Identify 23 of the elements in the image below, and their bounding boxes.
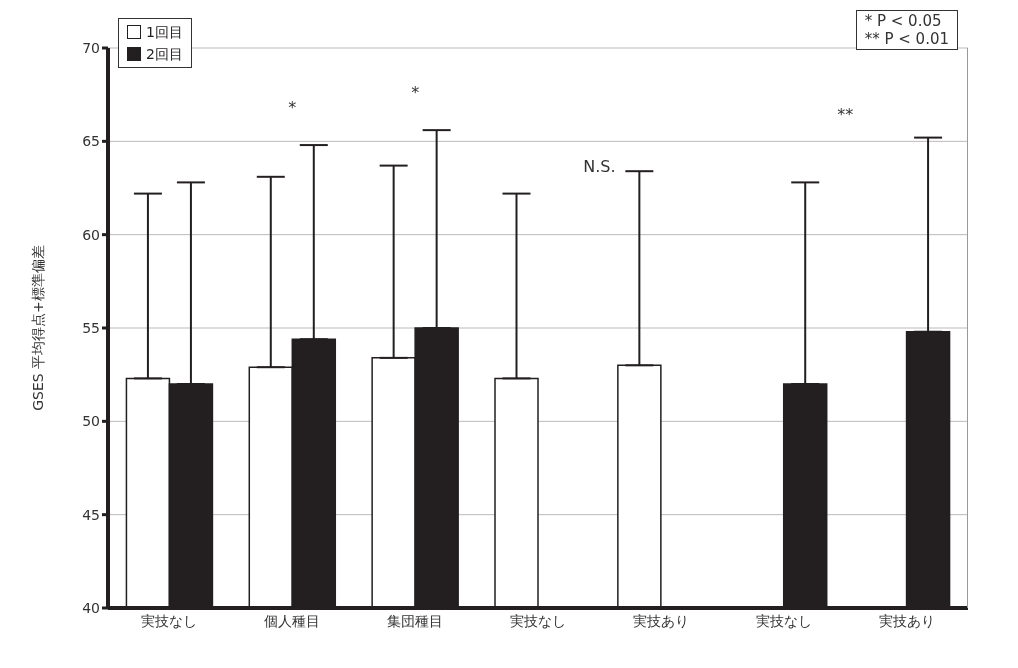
y-tick-label: 50 — [82, 413, 100, 430]
text: * P < 0.05 — [864, 12, 943, 30]
y-tick-label: 65 — [82, 133, 100, 150]
y-tick-label: 55 — [82, 319, 100, 336]
annotation: ** — [836, 105, 855, 126]
annotation: * — [410, 82, 421, 103]
x-tick-label: 実技あり — [632, 612, 689, 629]
x-tick-label: 実技なし — [755, 612, 812, 629]
legend-label: 2回目 — [146, 45, 183, 64]
y-tick-label: 45 — [82, 506, 100, 523]
y-axis-title: GSES 平均得点+標準偏差 — [29, 245, 46, 411]
annotation: ** P < 0.01 — [864, 30, 949, 48]
annotation: * — [287, 97, 298, 118]
x-tick-label: 実技あり — [878, 612, 935, 629]
y-tick-label: 60 — [82, 226, 100, 243]
y-tick-label: 40 — [82, 599, 100, 616]
x-tick-label: 集団種目 — [387, 612, 444, 629]
x-tick-label: 個人種目 — [264, 612, 321, 629]
legend-label: 1回目 — [146, 23, 183, 42]
x-tick-label: 実技なし — [510, 612, 566, 629]
annotation: N.S. — [582, 157, 617, 178]
x-tick-label: 実技なし — [141, 612, 198, 629]
y-tick-label: 70 — [82, 39, 100, 56]
